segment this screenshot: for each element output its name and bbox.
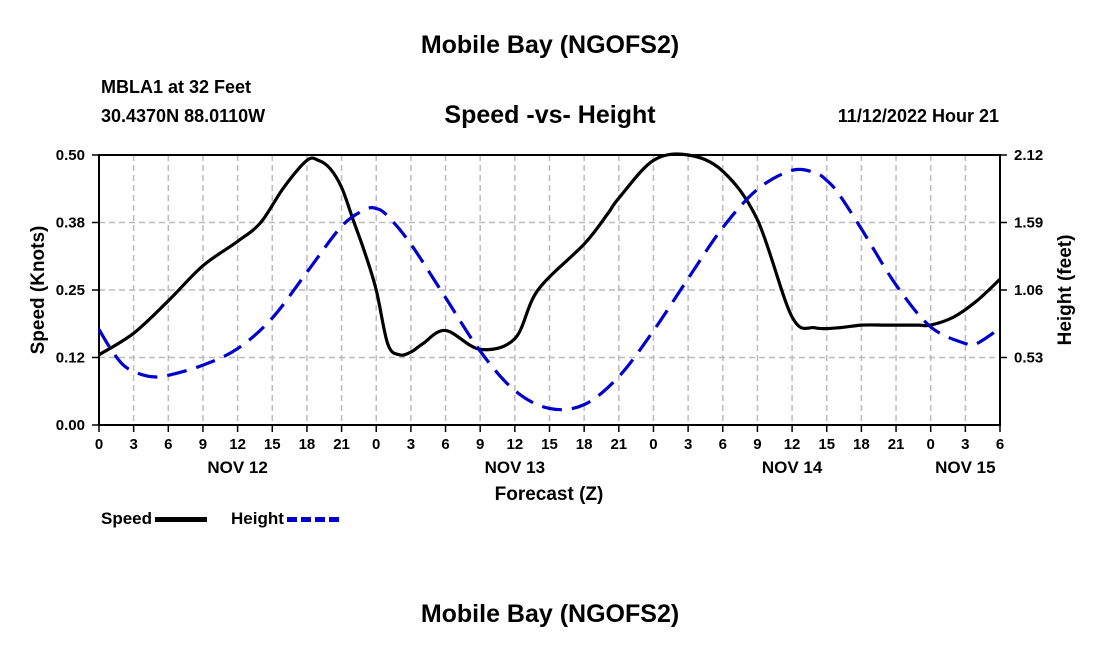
- x-tick-label: 12: [229, 436, 246, 453]
- chart-title-bottom: Mobile Bay (NGOFS2): [420, 600, 680, 628]
- x-tick-label: 12: [507, 436, 524, 453]
- y-tick-label: 0.12: [56, 350, 85, 367]
- grid: [99, 154, 1000, 425]
- chart-subtitle: Speed -vs- Height: [444, 101, 656, 129]
- x-tick-label: 6: [441, 436, 449, 453]
- y2-tick-label: 1.59: [1014, 215, 1043, 232]
- legend-speed: Speed: [101, 509, 208, 529]
- y2-axis-label: Height (feet): [1055, 235, 1076, 346]
- speed-series-line: [98, 152, 1002, 357]
- x-tick-label: 21: [333, 436, 350, 453]
- x-tick-label: 3: [684, 436, 692, 453]
- station-coordinates: 30.4370N 88.0110W: [101, 106, 266, 126]
- y-tick-label: 0.25: [56, 282, 85, 299]
- x-tick-label: 9: [199, 436, 207, 453]
- y2-tick-label: 0.53: [1014, 350, 1043, 367]
- x-tick-label: 21: [610, 436, 627, 453]
- x-tick-label: 3: [961, 436, 969, 453]
- axes: 0 3 6 9 12 15 18 21 0 3 6 9 12 15 18 21 0 3 6 9 12 15 18 21 0 3 6N…: [56, 147, 1043, 477]
- x-tick-label: 6: [164, 436, 172, 453]
- date-label: NOV 15: [935, 458, 995, 477]
- chart-title: Mobile Bay (NGOFS2): [420, 31, 680, 59]
- x-tick-label: 0: [372, 436, 380, 453]
- height-series-line: [97, 167, 1001, 412]
- y2-tick-label: 1.06: [1014, 282, 1043, 299]
- x-tick-label: 0: [95, 436, 103, 453]
- x-tick-label: 6: [719, 436, 727, 453]
- y-tick-label: 0.50: [56, 147, 85, 164]
- legend-speed-label: Speed: [101, 509, 153, 528]
- forecast-datetime: 11/12/2022 Hour 21: [837, 106, 999, 126]
- x-tick-label: 3: [407, 436, 415, 453]
- x-tick-label: 6: [996, 436, 1004, 453]
- x-tick-label: 0: [927, 436, 935, 453]
- series: [97, 152, 1002, 412]
- legend-height-label: Height: [231, 509, 284, 528]
- x-tick-label: 18: [853, 436, 870, 453]
- station-label: MBLA1 at 32 Feet: [101, 77, 252, 97]
- x-tick-label: 3: [129, 436, 137, 453]
- y-tick-label: 0.00: [56, 417, 85, 434]
- legend-height-swatch: [286, 516, 339, 522]
- date-label: NOV 12: [207, 458, 267, 477]
- y2-tick-label: 2.12: [1014, 147, 1043, 164]
- x-tick-label: 12: [784, 436, 801, 453]
- x-tick-label: 21: [888, 436, 905, 453]
- y-axis-label: Speed (Knots): [28, 226, 49, 355]
- x-tick-label: 0: [649, 436, 657, 453]
- x-tick-label: 9: [476, 436, 484, 453]
- y-tick-label: 0.38: [56, 215, 85, 232]
- legend-speed-swatch: [155, 516, 208, 522]
- x-tick-label: 15: [541, 436, 558, 453]
- x-tick-label: 18: [576, 436, 593, 453]
- x-tick-label: 15: [264, 436, 281, 453]
- x-tick-label: 15: [818, 436, 835, 453]
- x-axis-label: Forecast (Z): [495, 484, 604, 505]
- legend-height: Height: [231, 509, 339, 529]
- x-tick-label: 18: [299, 436, 316, 453]
- date-label: NOV 14: [762, 458, 823, 477]
- date-label: NOV 13: [485, 458, 545, 477]
- x-tick-label: 9: [753, 436, 761, 453]
